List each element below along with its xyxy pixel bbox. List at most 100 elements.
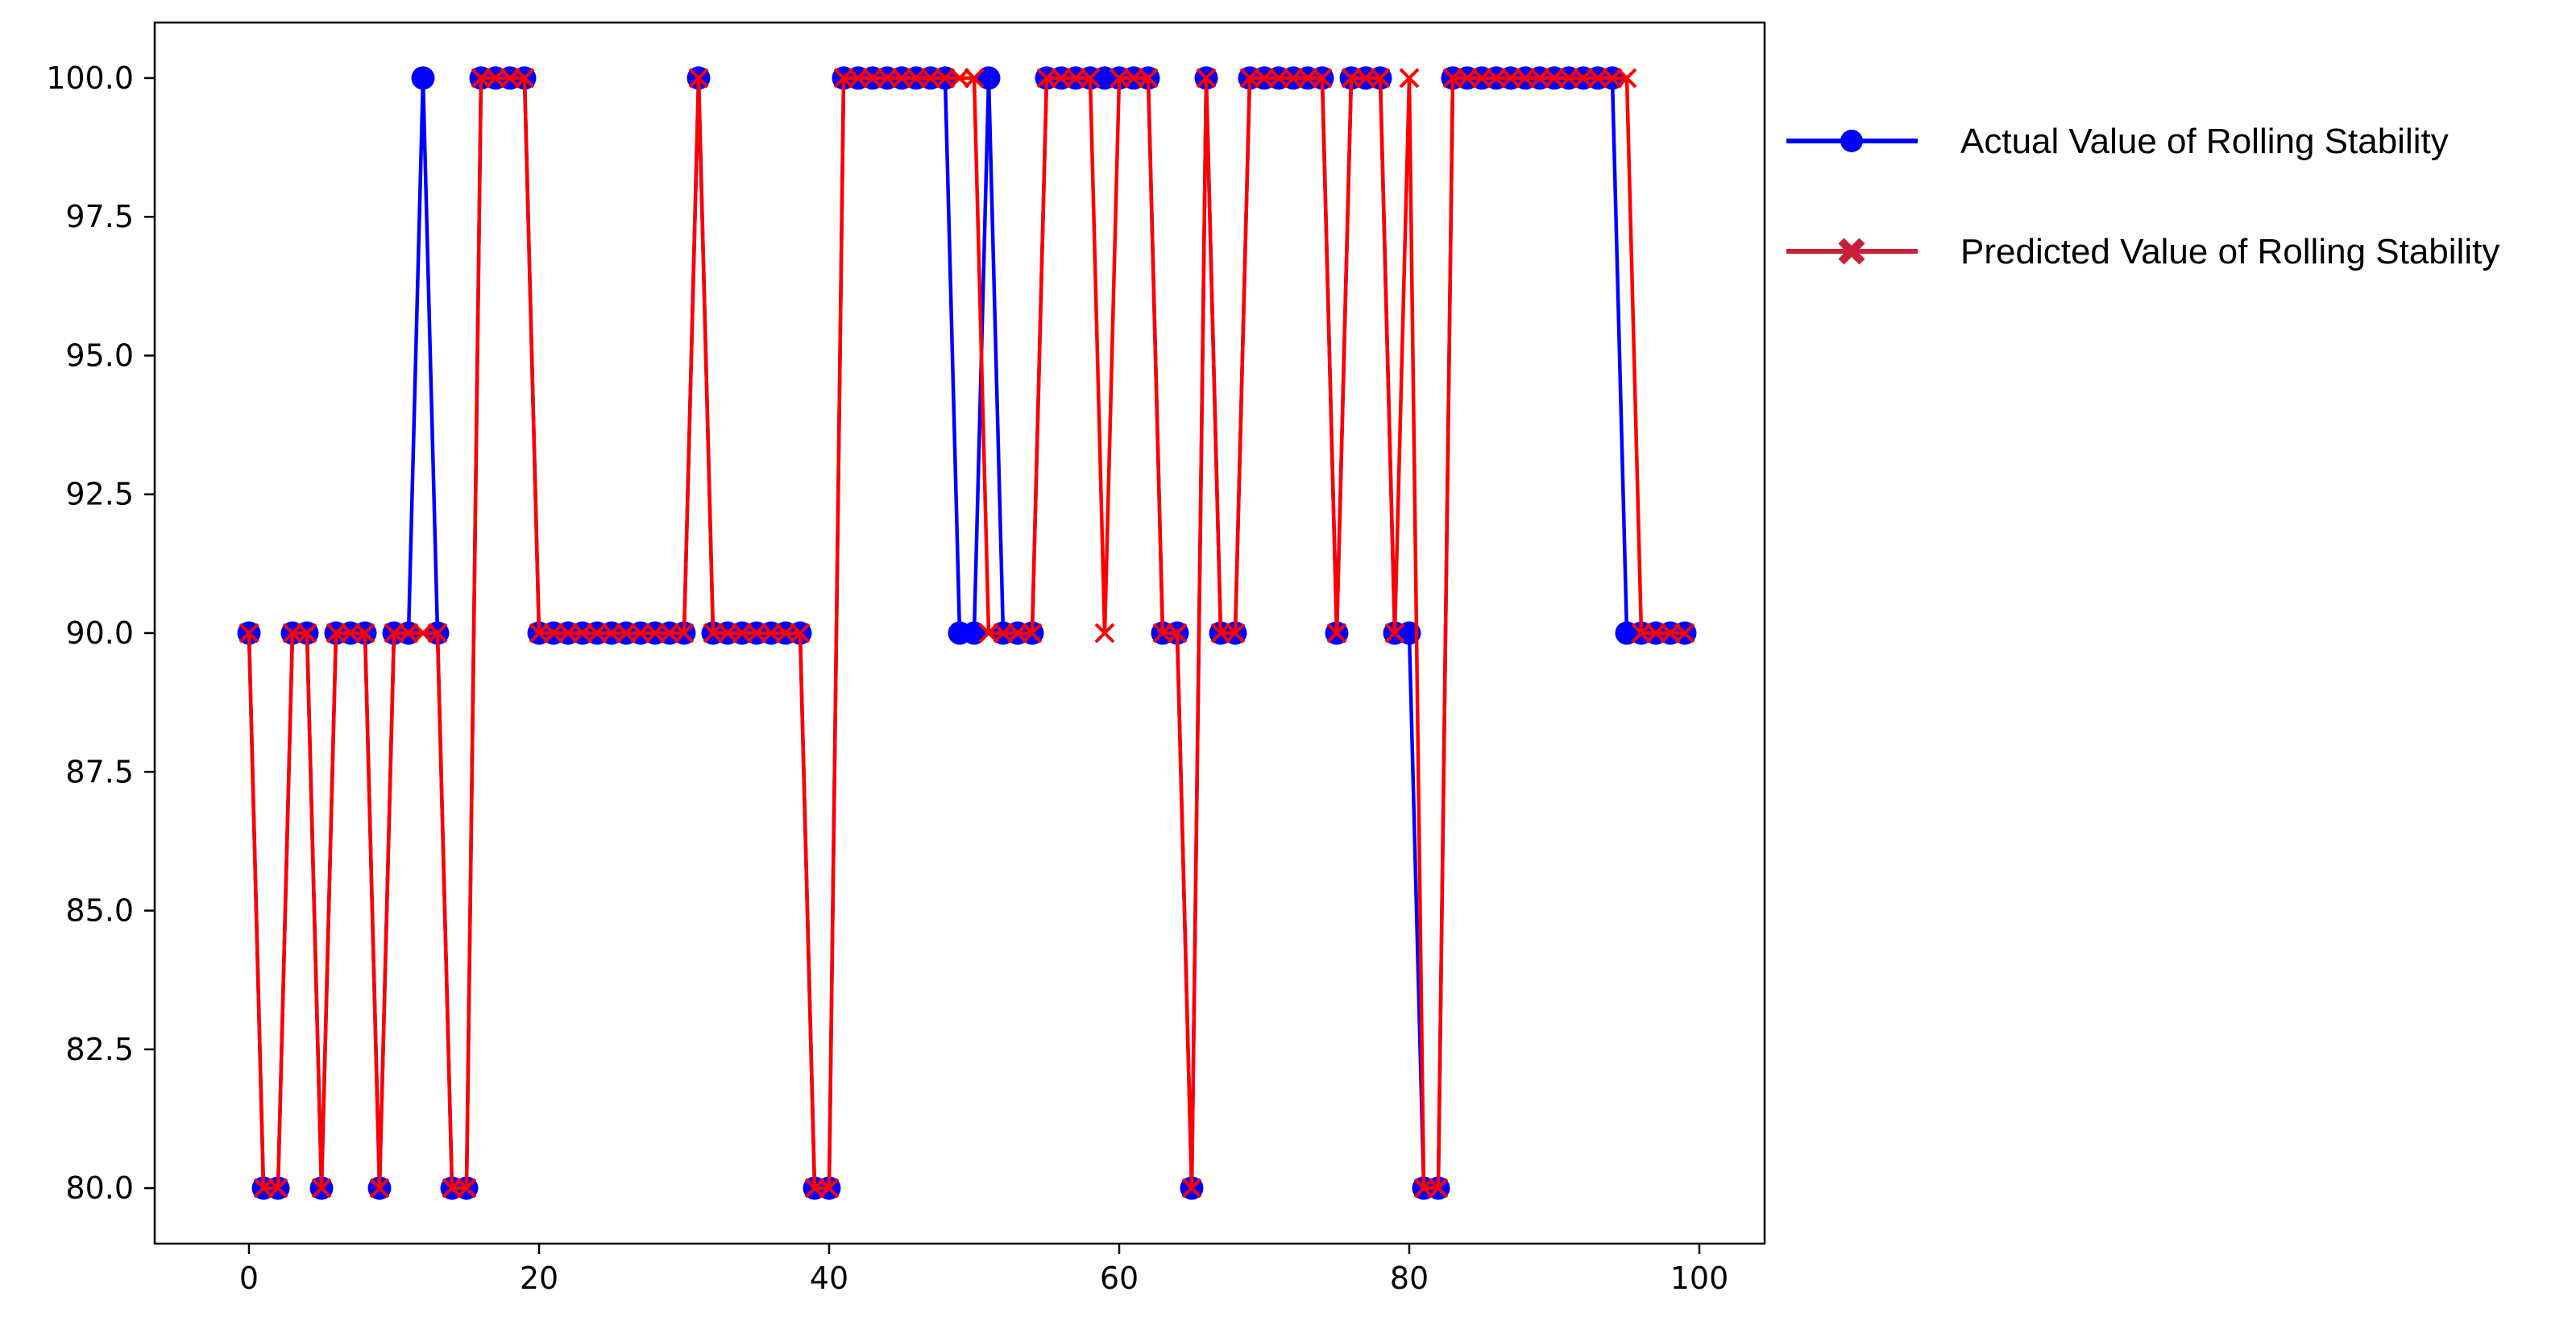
y-tick-label: 82.5	[65, 1032, 134, 1067]
data-point	[790, 623, 811, 644]
data-point	[398, 623, 419, 644]
data-point	[587, 623, 608, 644]
data-point	[1123, 68, 1144, 89]
data-point	[746, 623, 767, 644]
x-tick-label: 20	[520, 1261, 558, 1296]
data-point	[1587, 68, 1608, 89]
legend-entry-1: Actual Value of Rolling Stability	[1786, 122, 2449, 161]
data-point	[906, 68, 927, 89]
data-point	[848, 68, 869, 89]
data-point	[1254, 68, 1275, 89]
data-point	[1094, 623, 1115, 644]
data-point	[1471, 68, 1492, 89]
data-point	[1573, 68, 1594, 89]
data-point	[1065, 68, 1086, 89]
data-point	[572, 623, 593, 644]
data-point	[1196, 68, 1217, 89]
data-point	[993, 623, 1014, 644]
data-point	[1312, 68, 1333, 89]
y-tick-label: 97.5	[65, 199, 134, 234]
data-point	[1442, 68, 1463, 89]
legend-label: Actual Value of Rolling Stability	[1960, 122, 2449, 161]
data-point	[862, 68, 883, 89]
data-point	[732, 623, 753, 644]
data-point	[239, 623, 259, 644]
data-point	[471, 68, 492, 89]
data-point	[717, 623, 738, 644]
data-point	[1413, 1178, 1434, 1199]
series-line-2	[247, 76, 1685, 1190]
data-point	[1384, 623, 1405, 644]
data-point	[529, 623, 550, 644]
data-point	[297, 623, 317, 644]
data-point	[1109, 68, 1130, 89]
data-point	[1428, 1178, 1449, 1199]
legend-label: Predicted Value of Rolling Stability	[1960, 232, 2499, 271]
data-point	[1399, 68, 1420, 89]
data-point	[833, 68, 854, 89]
data-point	[1268, 68, 1289, 89]
data-point	[1370, 68, 1391, 89]
data-point	[962, 621, 986, 645]
y-tick-label: 87.5	[65, 754, 134, 789]
legend: Actual Value of Rolling Stability Predict…	[1786, 122, 2499, 271]
y-tick-label: 100.0	[46, 60, 134, 96]
data-point	[1210, 623, 1231, 644]
data-point	[1660, 623, 1681, 644]
data-point	[659, 623, 680, 644]
data-point	[1616, 68, 1637, 89]
data-point	[1529, 68, 1550, 89]
data-point	[1602, 68, 1623, 89]
y-tick-label: 92.5	[65, 477, 134, 512]
data-point	[1022, 623, 1043, 644]
data-point	[485, 68, 506, 89]
data-point	[500, 68, 521, 89]
data-point	[616, 623, 637, 644]
x-tick-label: 40	[810, 1261, 848, 1296]
data-point	[877, 68, 898, 89]
data-point	[1167, 623, 1188, 644]
data-point	[413, 623, 433, 644]
data-point	[601, 623, 622, 644]
data-point	[311, 1178, 332, 1199]
data-point	[558, 623, 579, 644]
series-2	[239, 68, 1695, 1199]
y-tick-label: 95.0	[65, 337, 134, 373]
x-tick-label: 80	[1390, 1261, 1429, 1296]
plot-area	[237, 66, 1697, 1200]
data-point	[1239, 68, 1260, 89]
data-point	[1341, 68, 1362, 89]
x-tick-label: 60	[1100, 1261, 1139, 1296]
data-point	[1500, 68, 1521, 89]
y-tick-label: 85.0	[65, 893, 134, 929]
x-tick-label: 0	[239, 1261, 259, 1296]
data-point	[1457, 68, 1478, 89]
data-point	[1645, 623, 1666, 644]
data-point	[355, 623, 375, 644]
x-tick-label: 100	[1670, 1261, 1729, 1296]
data-point	[442, 1178, 463, 1199]
data-point	[1544, 68, 1565, 89]
data-point	[543, 623, 564, 644]
data-point	[1283, 68, 1304, 89]
data-point	[1297, 68, 1318, 89]
data-point	[1486, 68, 1507, 89]
data-point	[1674, 623, 1695, 644]
axes: 0 20 40 60 80 100 80.0 82.5 85.0 87.5 90.0 92.5 95.0…	[46, 21, 1766, 1296]
data-point	[282, 623, 303, 644]
data-point	[1326, 623, 1347, 644]
data-point	[978, 623, 999, 644]
data-point	[253, 1178, 274, 1199]
data-point	[369, 1178, 390, 1199]
data-point	[427, 623, 448, 644]
y-tick-label: 90.0	[65, 615, 134, 651]
data-point	[703, 623, 724, 644]
data-point	[326, 623, 346, 644]
data-point	[891, 68, 912, 89]
data-point	[1558, 68, 1579, 89]
data-point	[340, 623, 361, 644]
data-point	[920, 68, 941, 89]
data-point	[964, 68, 985, 89]
